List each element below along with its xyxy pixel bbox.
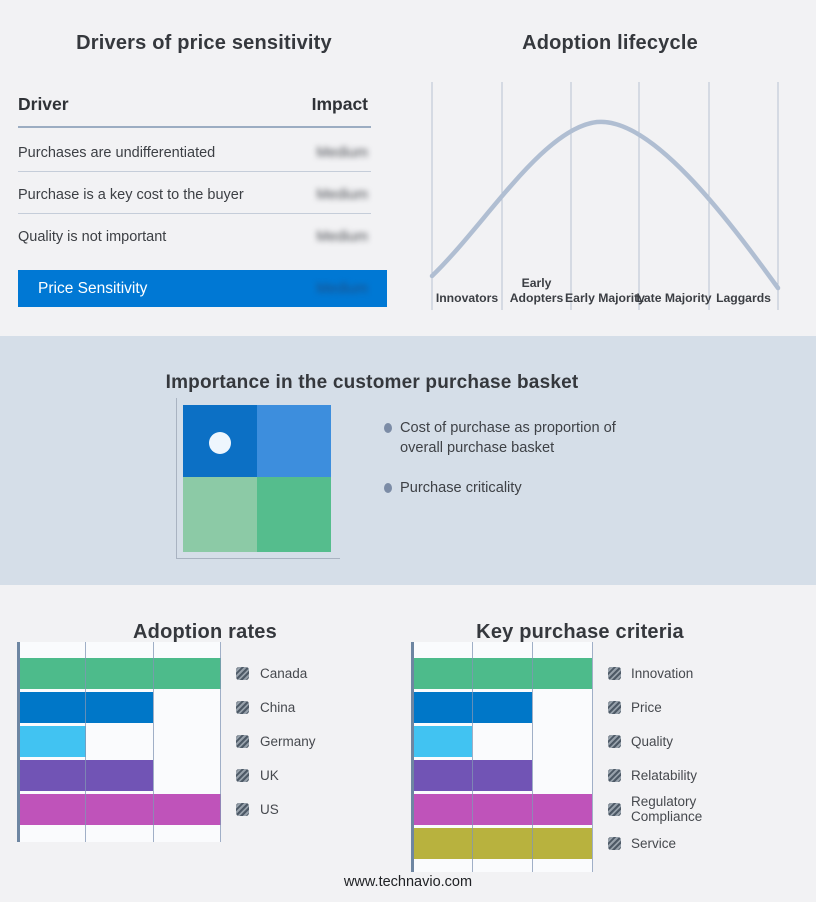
lifecycle-stage-label: Early Adopters — [509, 276, 564, 305]
impact-value-redacted: Medium — [316, 145, 368, 161]
legend-item: Innovation — [608, 665, 693, 682]
drivers-table-header: Driver Impact — [18, 94, 368, 115]
chart-y-axis — [17, 642, 20, 842]
driver-column-header: Driver — [18, 94, 69, 114]
legend-swatch-hatch-icon — [236, 700, 249, 714]
quadrant-bottom-right — [257, 477, 331, 552]
legend-swatch-hatch-icon — [236, 768, 249, 782]
bar-service — [413, 827, 592, 859]
legend-swatch-hatch-icon — [608, 836, 621, 850]
chart-gridline — [85, 642, 86, 842]
bar-price — [413, 691, 532, 723]
drivers-panel-title: Drivers of price sensitivity — [76, 31, 332, 54]
chart-gridline — [471, 642, 473, 872]
row-separator — [18, 171, 371, 172]
legend-label: Quality — [631, 733, 674, 749]
driver-cell: Purchase is a key cost to the buyer — [18, 187, 244, 203]
legend-item: Relatability — [608, 767, 697, 784]
impact-column-header: Impact — [311, 94, 368, 114]
footer-url: www.technavio.com — [343, 874, 473, 890]
chart-y-axis — [411, 642, 414, 872]
legend-item: China — [236, 699, 295, 716]
chart-gridline — [220, 642, 221, 842]
bar-quality — [413, 725, 472, 757]
legend-item: US — [236, 801, 279, 818]
legend-label: UK — [260, 767, 279, 783]
legend-swatch-hatch-icon — [236, 734, 249, 748]
quadrant-y-axis — [176, 398, 177, 558]
key-purchase-criteria-title: Key purchase criteria — [476, 620, 684, 643]
legend-swatch-hatch-icon — [608, 734, 621, 748]
legend-swatch-hatch-icon — [236, 667, 249, 680]
legend-label: Relatability — [631, 767, 698, 783]
legend-item: Germany — [236, 733, 316, 750]
bullet-icon — [384, 483, 392, 493]
legend-label: China — [260, 699, 296, 715]
legend-label: Germany — [260, 733, 316, 749]
lifecycle-curve — [429, 119, 781, 291]
legend-label: Canada — [260, 666, 308, 681]
position-marker-dot — [209, 432, 231, 454]
legend-item: Regulatory Compliance — [608, 794, 702, 824]
table-row: Purchase is a key cost to the buyer Medi… — [18, 183, 368, 207]
basket-title: Importance in the customer purchase bask… — [165, 371, 579, 393]
table-row: Quality is not important Medium — [18, 225, 368, 249]
legend-item: Price — [608, 699, 662, 716]
legend-item: Quality — [608, 733, 673, 750]
table-header-rule — [18, 126, 371, 128]
legend-swatch-hatch-icon — [608, 768, 621, 782]
row-separator — [18, 213, 371, 214]
lifecycle-chart — [429, 82, 781, 310]
impact-value-redacted: Medium — [316, 187, 368, 203]
lifecycle-stage-label: Innovators — [435, 290, 499, 305]
price-sensitivity-row: Price Sensitivity Medium — [18, 270, 387, 307]
bar-uk — [19, 759, 153, 791]
legend-label: Service — [631, 835, 677, 851]
legend-label: Regulatory Compliance — [631, 794, 703, 825]
purchase-basket-band — [0, 336, 816, 585]
driver-cell: Quality is not important — [18, 229, 167, 245]
lifecycle-stage-label: Laggards — [716, 290, 771, 305]
bar-us — [19, 793, 221, 825]
legend-label: Price — [631, 699, 662, 715]
bar-relatability — [413, 759, 532, 791]
quadrant-top-right — [257, 405, 331, 477]
legend-swatch-hatch-icon — [608, 667, 621, 680]
bar-regulatory-compliance — [413, 793, 592, 825]
legend-swatch-hatch-icon — [608, 700, 621, 714]
bar-china — [19, 691, 153, 723]
purchase-basket-quadrant — [183, 405, 331, 552]
legend-item: Service — [608, 835, 676, 852]
chart-gridline — [591, 642, 593, 872]
bar-germany — [19, 725, 86, 757]
basket-bullet: Purchase criticality — [400, 480, 522, 496]
adoption-rates-title: Adoption rates — [133, 620, 277, 643]
driver-cell: Purchases are undifferentiated — [18, 145, 216, 161]
lifecycle-panel-title: Adoption lifecycle — [522, 31, 698, 54]
impact-value-redacted: Medium — [316, 280, 368, 297]
chart-gridline — [531, 642, 533, 872]
bullet-icon — [384, 423, 392, 433]
table-row: Purchases are undifferentiated Medium — [18, 141, 368, 165]
legend-label: Innovation — [631, 666, 694, 681]
lifecycle-stage-label: Early Majority — [565, 290, 645, 305]
quadrant-x-axis — [176, 558, 340, 559]
lifecycle-stage-label: Late Majority — [636, 290, 712, 305]
impact-value-redacted: Medium — [316, 229, 368, 245]
bar-canada — [19, 658, 221, 689]
legend-swatch-hatch-icon — [236, 802, 249, 816]
chart-gridline — [152, 642, 154, 842]
bar-innovation — [413, 658, 592, 689]
basket-bullet: Cost of purchase as proportion of overal… — [400, 420, 616, 456]
legend-label: US — [260, 801, 279, 817]
quadrant-bottom-left — [183, 477, 257, 552]
legend-item: Canada — [236, 665, 307, 682]
legend-item: UK — [236, 767, 279, 784]
price-sensitivity-label: Price Sensitivity — [38, 279, 148, 297]
legend-swatch-hatch-icon — [608, 802, 621, 816]
